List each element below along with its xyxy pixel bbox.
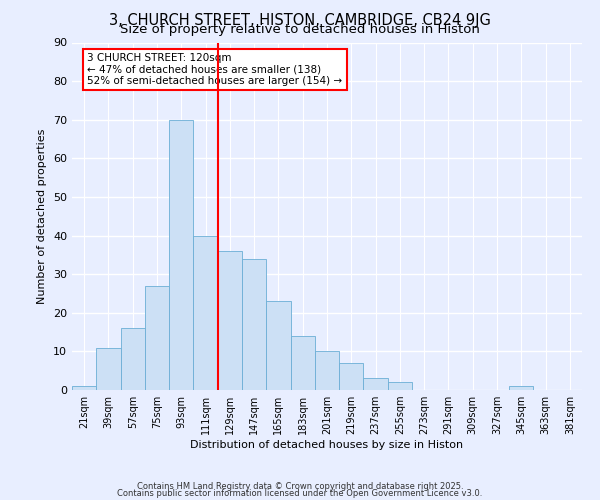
Bar xyxy=(193,236,218,390)
Bar xyxy=(145,286,169,390)
Y-axis label: Number of detached properties: Number of detached properties xyxy=(37,128,47,304)
Bar xyxy=(266,301,290,390)
Text: 3, CHURCH STREET, HISTON, CAMBRIDGE, CB24 9JG: 3, CHURCH STREET, HISTON, CAMBRIDGE, CB2… xyxy=(109,12,491,28)
Bar xyxy=(509,386,533,390)
Bar xyxy=(121,328,145,390)
Bar xyxy=(364,378,388,390)
Bar xyxy=(242,258,266,390)
Text: Size of property relative to detached houses in Histon: Size of property relative to detached ho… xyxy=(120,22,480,36)
Bar xyxy=(388,382,412,390)
X-axis label: Distribution of detached houses by size in Histon: Distribution of detached houses by size … xyxy=(190,440,464,450)
Bar xyxy=(315,352,339,390)
Text: Contains HM Land Registry data © Crown copyright and database right 2025.: Contains HM Land Registry data © Crown c… xyxy=(137,482,463,491)
Bar xyxy=(339,363,364,390)
Bar xyxy=(72,386,96,390)
Bar xyxy=(169,120,193,390)
Bar xyxy=(290,336,315,390)
Text: 3 CHURCH STREET: 120sqm
← 47% of detached houses are smaller (138)
52% of semi-d: 3 CHURCH STREET: 120sqm ← 47% of detache… xyxy=(88,53,343,86)
Text: Contains public sector information licensed under the Open Government Licence v3: Contains public sector information licen… xyxy=(118,489,482,498)
Bar xyxy=(96,348,121,390)
Bar xyxy=(218,251,242,390)
